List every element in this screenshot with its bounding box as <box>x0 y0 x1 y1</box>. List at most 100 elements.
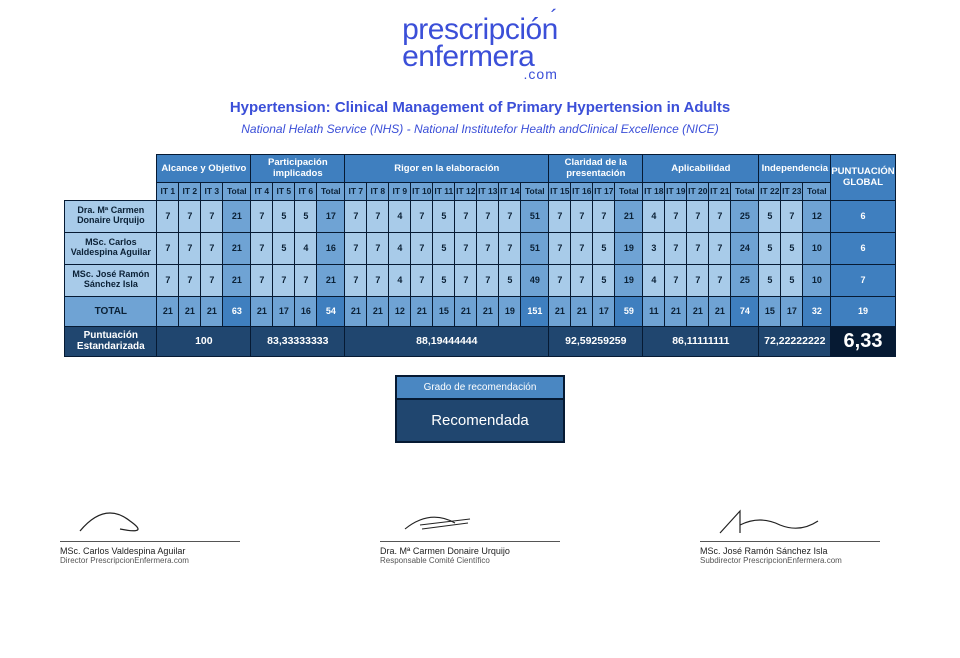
score-cell: 7 <box>549 232 571 264</box>
score-cell: 4 <box>643 264 665 296</box>
evaluation-table-container: Alcance y ObjetivoParticipación implicad… <box>20 154 940 357</box>
total-header: Total <box>223 182 251 200</box>
item-header: IT 6 <box>295 182 317 200</box>
subtotal-cell: 25 <box>731 200 759 232</box>
score-cell: 7 <box>571 200 593 232</box>
site-logo: ´ prescripción enfermera .com <box>20 10 940 87</box>
document-page: ´ prescripción enfermera .com Hypertensi… <box>0 0 960 585</box>
subtotal-cell: 51 <box>521 200 549 232</box>
total-cell: 21 <box>201 296 223 326</box>
score-cell: 7 <box>179 264 201 296</box>
score-cell: 5 <box>759 264 781 296</box>
total-header: Total <box>521 182 549 200</box>
score-cell: 3 <box>643 232 665 264</box>
item-header: IT 13 <box>477 182 499 200</box>
total-global-cell: 19 <box>831 296 895 326</box>
score-cell: 7 <box>665 232 687 264</box>
subtotal-cell: 51 <box>521 232 549 264</box>
subtotal-cell: 21 <box>223 232 251 264</box>
item-header: IT 9 <box>389 182 411 200</box>
total-cell: 17 <box>781 296 803 326</box>
subtotal-cell: 17 <box>317 200 345 232</box>
score-cell: 7 <box>157 232 179 264</box>
subtotal-cell: 10 <box>803 264 831 296</box>
total-header: Total <box>803 182 831 200</box>
item-header: IT 22 <box>759 182 781 200</box>
std-score-cell: 72,22222222 <box>759 326 831 356</box>
subtotal-cell: 16 <box>317 232 345 264</box>
item-header: IT 20 <box>687 182 709 200</box>
item-header: IT 11 <box>433 182 455 200</box>
total-cell: 21 <box>687 296 709 326</box>
total-subtotal-cell: 32 <box>803 296 831 326</box>
score-cell: 4 <box>295 232 317 264</box>
item-header: IT 2 <box>179 182 201 200</box>
category-header: Independencia <box>759 154 831 182</box>
score-cell: 5 <box>295 200 317 232</box>
total-cell: 21 <box>477 296 499 326</box>
total-header: Total <box>317 182 345 200</box>
score-cell: 7 <box>179 232 201 264</box>
score-cell: 7 <box>411 232 433 264</box>
global-score-cell: 6 <box>831 232 895 264</box>
signature-name: MSc. José Ramón Sánchez Isla <box>700 546 900 556</box>
subtotal-cell: 21 <box>223 264 251 296</box>
total-subtotal-cell: 151 <box>521 296 549 326</box>
evaluator-label: MSc. Carlos Valdespina Aguilar <box>65 232 157 264</box>
total-cell: 16 <box>295 296 317 326</box>
item-header: IT 23 <box>781 182 803 200</box>
score-cell: 7 <box>549 200 571 232</box>
global-score-cell: 6 <box>831 200 895 232</box>
signature-name: MSc. Carlos Valdespina Aguilar <box>60 546 260 556</box>
page-title: Hypertension: Clinical Management of Pri… <box>20 99 940 116</box>
score-cell: 5 <box>593 264 615 296</box>
score-cell: 7 <box>455 232 477 264</box>
score-cell: 7 <box>345 264 367 296</box>
score-cell: 7 <box>709 200 731 232</box>
score-cell: 7 <box>157 200 179 232</box>
score-cell: 7 <box>201 264 223 296</box>
score-cell: 7 <box>687 264 709 296</box>
score-cell: 5 <box>759 232 781 264</box>
score-cell: 5 <box>759 200 781 232</box>
category-header: Aplicabilidad <box>643 154 759 182</box>
score-cell: 7 <box>499 200 521 232</box>
score-cell: 5 <box>433 200 455 232</box>
page-subtitle: National Helath Service (NHS) - National… <box>20 122 940 136</box>
total-cell: 12 <box>389 296 411 326</box>
total-row-label: TOTAL <box>65 296 157 326</box>
subtotal-cell: 21 <box>615 200 643 232</box>
total-subtotal-cell: 54 <box>317 296 345 326</box>
total-cell: 21 <box>549 296 571 326</box>
score-cell: 7 <box>367 200 389 232</box>
score-cell: 7 <box>477 232 499 264</box>
signatures-row: MSc. Carlos Valdespina Aguilar Director … <box>60 503 900 565</box>
total-subtotal-cell: 59 <box>615 296 643 326</box>
std-score-cell: 86,11111111 <box>643 326 759 356</box>
total-subtotal-cell: 63 <box>223 296 251 326</box>
score-cell: 4 <box>389 200 411 232</box>
subtotal-cell: 10 <box>803 232 831 264</box>
score-cell: 7 <box>345 200 367 232</box>
subtotal-cell: 49 <box>521 264 549 296</box>
item-header: IT 10 <box>411 182 433 200</box>
item-header: IT 18 <box>643 182 665 200</box>
signature-block: Dra. Mª Carmen Donaire Urquijo Responsab… <box>380 503 580 565</box>
evaluation-table: Alcance y ObjetivoParticipación implicad… <box>64 154 895 357</box>
global-score-cell: 7 <box>831 264 895 296</box>
category-header: Rigor en la elaboración <box>345 154 549 182</box>
item-header: IT 4 <box>251 182 273 200</box>
score-cell: 5 <box>499 264 521 296</box>
subtotal-cell: 24 <box>731 232 759 264</box>
recommendation-value: Recomendada <box>397 400 563 441</box>
signature-icon <box>60 503 200 539</box>
score-cell: 7 <box>201 232 223 264</box>
item-header: IT 8 <box>367 182 389 200</box>
item-header: IT 5 <box>273 182 295 200</box>
score-cell: 5 <box>593 232 615 264</box>
item-header: IT 21 <box>709 182 731 200</box>
subtotal-cell: 19 <box>615 232 643 264</box>
total-cell: 17 <box>593 296 615 326</box>
score-cell: 7 <box>665 200 687 232</box>
subtotal-cell: 19 <box>615 264 643 296</box>
